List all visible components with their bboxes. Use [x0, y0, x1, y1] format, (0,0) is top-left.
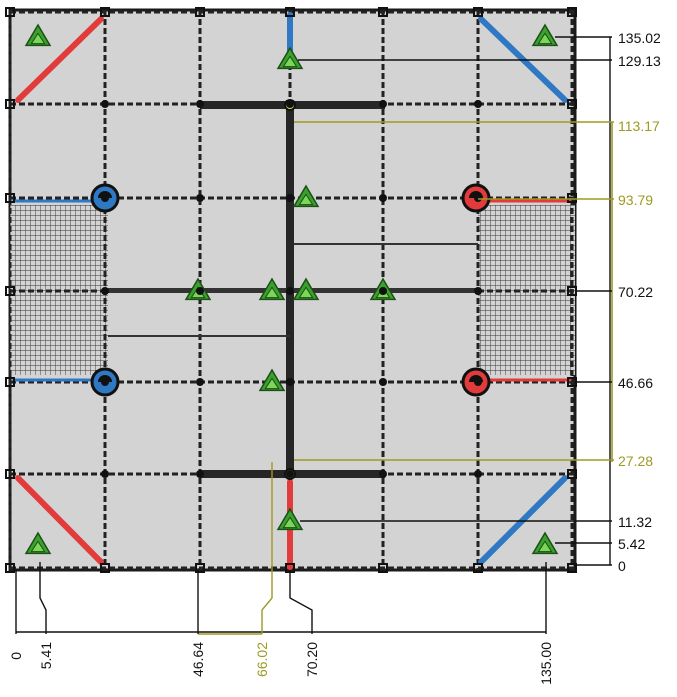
grid-node — [101, 100, 109, 108]
green-triangle-support-icon — [276, 46, 304, 70]
grid-node — [5, 286, 15, 296]
green-triangle-support-icon — [24, 23, 52, 47]
green-triangle-support-icon — [292, 184, 320, 208]
dim-v-46-66: 46.66 — [618, 375, 653, 391]
grid-node — [567, 563, 577, 573]
green-triangle-support-icon — [24, 531, 52, 555]
grid-node — [195, 563, 205, 573]
grid-node — [100, 563, 110, 573]
leader-h-70-20 — [289, 570, 313, 634]
grid-node — [567, 7, 577, 17]
brace-bottom-left — [15, 475, 104, 565]
dim-v-135-02: 135.02 — [618, 30, 661, 46]
grid-node — [196, 287, 204, 295]
dim-h-46-64: 46.64 — [190, 642, 206, 677]
internal-lines — [108, 243, 478, 337]
grid-node — [196, 378, 204, 386]
grid-node — [286, 287, 294, 295]
green-triangle-support-icon — [292, 277, 320, 301]
grid-node — [567, 469, 577, 479]
brace-top-left — [15, 16, 104, 103]
green-triangle-support-icon — [531, 531, 559, 555]
grid-node — [196, 194, 204, 202]
grid-node — [5, 193, 15, 203]
grid-node — [567, 193, 577, 203]
grid-node — [474, 378, 482, 386]
grid-node — [5, 99, 15, 109]
green-triangle-support-icon — [258, 368, 286, 392]
dim-v-0: 0 — [618, 558, 626, 574]
dim-v-129-13: 129.13 — [618, 53, 661, 69]
grid-node — [474, 470, 482, 478]
grid-node — [101, 378, 109, 386]
dim-v-11-32: 11.32 — [618, 514, 652, 530]
grid-node — [5, 377, 15, 387]
dim-h-5-41: 5.41 — [38, 642, 54, 669]
grid-node — [379, 287, 387, 295]
grid-node — [379, 470, 387, 478]
green-triangle-support-icon — [258, 277, 286, 301]
dim-v-70-22: 70.22 — [618, 284, 653, 300]
grid-node — [100, 7, 110, 17]
grid-node — [101, 194, 109, 202]
grid-nodes — [5, 7, 577, 573]
grid-node — [196, 470, 204, 478]
grid-node — [286, 470, 294, 478]
grid-node — [5, 563, 15, 573]
dim-v-27-28: 27.28 — [618, 453, 653, 469]
green-triangle-support-icon — [531, 23, 559, 47]
grid-node — [285, 7, 295, 17]
grid-node — [286, 194, 294, 202]
grid-node — [101, 470, 109, 478]
grid-node — [101, 287, 109, 295]
green-triangle-support-icon — [276, 507, 304, 531]
grid-node — [379, 378, 387, 386]
grid-node — [473, 563, 483, 573]
dim-h-135-00: 135.00 — [538, 642, 554, 685]
brace-bottom-right — [478, 475, 568, 565]
grid-node — [195, 7, 205, 17]
grid-node — [5, 469, 15, 479]
dim-h-70-20: 70.20 — [304, 642, 320, 677]
grid-node — [5, 7, 15, 17]
grid-node — [286, 100, 294, 108]
grid-node — [196, 100, 204, 108]
grid-node — [378, 7, 388, 17]
dimension-leaders — [15, 36, 614, 635]
grid-node — [473, 7, 483, 17]
leader-h-5-41 — [39, 562, 47, 634]
leader-h-66-02 — [261, 462, 273, 634]
dim-h-0: 0 — [8, 652, 24, 660]
grid-node — [379, 194, 387, 202]
grid-node — [474, 287, 482, 295]
vertical-dimension-labels: 135.02 129.13 113.17 93.79 70.22 46.66 2… — [618, 30, 661, 574]
grid-node — [474, 100, 482, 108]
dim-v-93-79: 93.79 — [618, 192, 653, 208]
dim-h-66-02: 66.02 — [254, 642, 270, 677]
grid-node — [474, 194, 482, 202]
grid-node — [379, 100, 387, 108]
supports — [24, 23, 559, 555]
dim-v-113-17: 113.17 — [618, 118, 660, 134]
dim-v-5-42: 5.42 — [618, 536, 645, 552]
horizontal-dimension-labels: 0 5.41 46.64 66.02 70.20 135.00 — [8, 642, 554, 685]
grid-node — [567, 99, 577, 109]
grid-node — [286, 378, 294, 386]
grid-node — [378, 563, 388, 573]
